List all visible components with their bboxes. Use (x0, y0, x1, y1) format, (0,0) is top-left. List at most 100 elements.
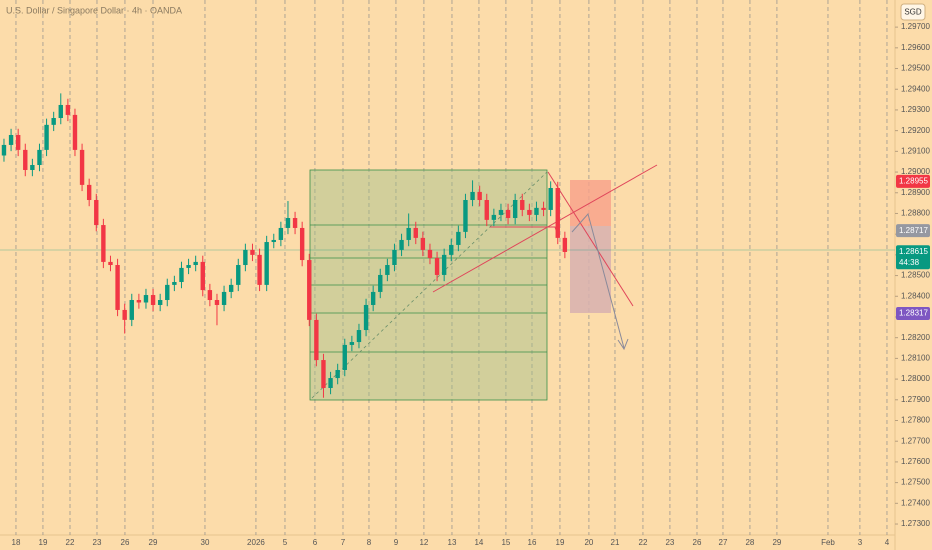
candle-body (456, 231, 461, 245)
candle-body (534, 207, 539, 215)
candle-body (72, 114, 78, 150)
y-tick-label: 1.28100 (901, 354, 930, 363)
candle-body (520, 200, 525, 210)
x-tick-label: 19 (39, 538, 48, 547)
candle-body (562, 237, 568, 252)
price-label-box (896, 245, 930, 270)
candle-body (555, 187, 560, 238)
x-tick-label: 4 (885, 538, 890, 547)
price-label-box (896, 306, 930, 320)
currency-label: SGD (904, 8, 922, 17)
candle-body (527, 209, 532, 215)
candle-body (399, 239, 404, 250)
x-tick-label: 6 (313, 538, 318, 547)
y-tick-label: 1.28500 (901, 271, 930, 280)
candle-body (420, 237, 426, 250)
y-tick-label: 1.28400 (901, 291, 930, 300)
candle-body (101, 225, 106, 262)
x-tick-label: 23 (665, 538, 674, 547)
candle-body (541, 207, 546, 210)
y-tick-label: 1.29300 (901, 105, 930, 114)
candle-body (165, 284, 170, 301)
candle-body (299, 227, 305, 261)
candle-body (8, 134, 14, 145)
x-tick-label: 23 (93, 538, 102, 547)
price-label: 1.28317 (899, 309, 928, 318)
trend-line (432, 164, 658, 293)
trend-line (547, 171, 634, 307)
candle-body (44, 124, 49, 150)
target-zone (570, 226, 611, 313)
candle-body (271, 239, 276, 243)
candle-body (505, 209, 511, 219)
price-label: 1.28955 (899, 176, 928, 185)
candle-body (449, 244, 454, 255)
candle-body (143, 295, 149, 303)
x-tick-label: 15 (501, 538, 510, 547)
x-tick-label: 5 (283, 538, 288, 547)
candle-body (228, 284, 234, 292)
x-tick-label: 21 (611, 538, 620, 547)
x-tick-label: 30 (201, 538, 210, 547)
x-tick-label: 12 (419, 538, 428, 547)
candle-body (221, 291, 227, 305)
candle-body (335, 369, 340, 379)
candle-body (328, 378, 333, 388)
candle-body (370, 291, 376, 305)
candle-body (207, 290, 213, 301)
y-tick-label: 1.27400 (901, 498, 930, 507)
candle-body (257, 254, 262, 285)
y-tick-label: 1.29700 (901, 22, 930, 31)
candle-body (470, 191, 475, 201)
y-tick-label: 1.27900 (901, 395, 930, 404)
candle-body (243, 249, 248, 266)
candle-body (342, 344, 347, 370)
candle-body (250, 249, 255, 255)
candle-body (321, 360, 326, 388)
candle-body (37, 149, 42, 166)
candle-body (186, 265, 191, 268)
x-tick-label: 2026 (247, 538, 265, 547)
candle-body (314, 319, 319, 361)
y-tick-label: 1.29100 (901, 146, 930, 155)
x-tick-label: 26 (121, 538, 130, 547)
candle-body (150, 295, 156, 305)
candle-body (129, 300, 134, 320)
x-tick-label: 7 (341, 538, 346, 547)
y-tick-label: 1.27600 (901, 457, 930, 466)
x-tick-label: 13 (448, 538, 457, 547)
x-tick-label: 20 (584, 538, 593, 547)
candle-body (179, 267, 184, 282)
y-tick-label: 1.28000 (901, 374, 930, 383)
y-tick-label: 1.29500 (901, 64, 930, 73)
drawings (0, 164, 895, 401)
candle-body (349, 342, 355, 345)
candle-body (51, 118, 56, 125)
y-tick-label: 1.29000 (901, 167, 930, 176)
y-tick-label: 1.27300 (901, 519, 930, 528)
candle-body (491, 214, 497, 220)
price-label-box (896, 224, 930, 238)
x-tick-label: 22 (66, 538, 75, 547)
candle-body (285, 218, 291, 228)
y-tick-label: 1.29600 (901, 43, 930, 52)
price-label: 1.28717 (899, 226, 928, 235)
candle-body (427, 249, 433, 258)
x-tick-label: 27 (719, 538, 728, 547)
candle-body (477, 191, 482, 201)
candle-body (356, 330, 362, 343)
candle-body (157, 300, 163, 305)
x-tick-label: 16 (528, 538, 537, 547)
candle-body (65, 104, 71, 115)
candle-body (548, 187, 553, 210)
price-label-box (896, 174, 930, 188)
candle-body (94, 200, 99, 226)
candle-body (79, 149, 85, 185)
candle-body (15, 134, 21, 150)
candle-body (292, 218, 298, 228)
x-tick-label: Feb (821, 538, 835, 547)
arrow-head (617, 338, 629, 351)
candle-body (30, 165, 35, 170)
